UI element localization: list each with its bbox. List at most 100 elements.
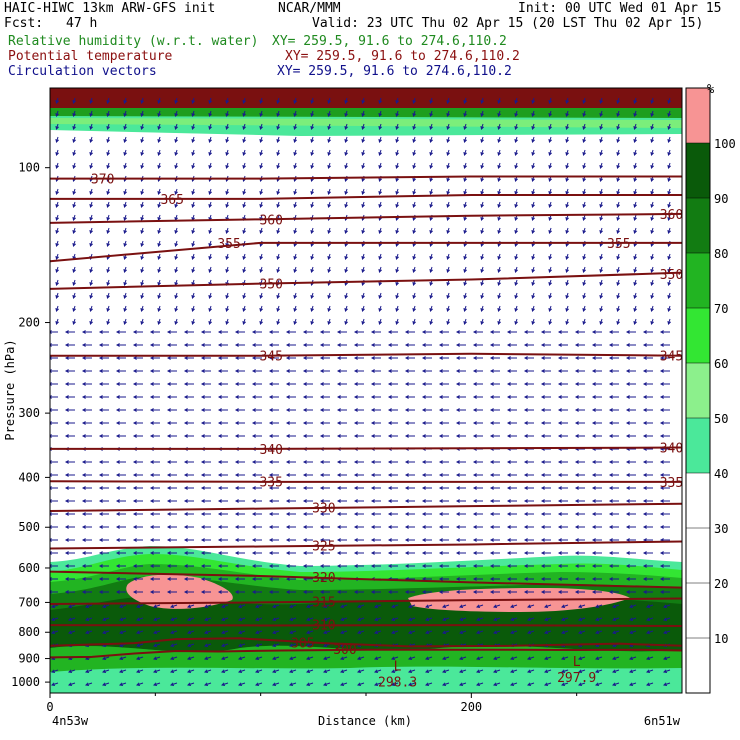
circulation-vector xyxy=(208,292,212,299)
circulation-vector xyxy=(251,460,262,464)
circulation-vector xyxy=(540,330,551,334)
circulation-vector xyxy=(132,512,143,516)
circulation-vector xyxy=(302,499,313,503)
y-axis-label: Pressure (hPa) xyxy=(3,339,17,440)
circulation-vector xyxy=(344,266,348,273)
circulation-vector xyxy=(268,460,279,464)
circulation-vector xyxy=(166,395,177,399)
circulation-vector xyxy=(55,253,59,260)
circulation-vector xyxy=(106,214,110,221)
theta-contour-label: 355 xyxy=(217,237,240,252)
circulation-vector xyxy=(353,434,364,438)
circulation-vector xyxy=(123,292,127,299)
circulation-vector xyxy=(480,305,484,312)
circulation-vector xyxy=(480,136,484,143)
circulation-vector xyxy=(238,682,246,687)
theta-contour-label: 355 xyxy=(607,237,630,252)
circulation-vector xyxy=(446,149,450,156)
circulation-vector xyxy=(506,512,517,516)
circulation-vector xyxy=(472,421,483,425)
circulation-vector xyxy=(64,395,75,399)
circulation-vector xyxy=(472,473,483,477)
circulation-vector xyxy=(166,369,177,373)
circulation-vector xyxy=(123,266,127,273)
circulation-vector xyxy=(374,682,382,687)
circulation-vector xyxy=(51,604,59,609)
circulation-vector xyxy=(650,123,654,130)
circulation-vector xyxy=(544,630,552,635)
circulation-vector xyxy=(102,669,110,674)
colorbar-swatch xyxy=(686,143,710,198)
circulation-vector xyxy=(102,630,110,635)
circulation-vector xyxy=(514,227,518,234)
circulation-vector xyxy=(217,577,228,581)
colorbar-label: 80 xyxy=(714,247,728,261)
circulation-vector xyxy=(174,97,178,104)
circulation-vector xyxy=(225,227,229,234)
circulation-vector xyxy=(421,564,432,568)
circulation-vector xyxy=(242,149,246,156)
circulation-vector xyxy=(480,318,484,325)
circulation-vector xyxy=(455,512,466,516)
init-time: Init: 00 UTC Wed 01 Apr 15 xyxy=(518,1,722,16)
circulation-vector xyxy=(106,318,110,325)
circulation-vector xyxy=(463,279,467,286)
circulation-vector xyxy=(191,266,195,273)
circulation-vector xyxy=(221,617,229,622)
circulation-vector xyxy=(89,123,93,130)
circulation-vector xyxy=(438,551,449,555)
circulation-vector xyxy=(370,564,381,568)
circulation-vector xyxy=(544,604,552,609)
circulation-vector xyxy=(319,551,330,555)
circulation-vector xyxy=(646,682,654,687)
circulation-vector xyxy=(327,110,331,117)
circulation-vector xyxy=(387,369,398,373)
circulation-vector xyxy=(476,630,484,635)
circulation-vector xyxy=(72,123,76,130)
circulation-vector xyxy=(387,564,398,568)
circulation-vector xyxy=(476,669,484,674)
circulation-vector xyxy=(591,564,602,568)
theta-contour-335 xyxy=(50,480,682,483)
circulation-vector xyxy=(242,227,246,234)
circulation-vector xyxy=(361,123,365,130)
circulation-vector xyxy=(200,369,211,373)
circulation-vector xyxy=(370,369,381,373)
circulation-vector xyxy=(183,356,194,360)
circulation-vector xyxy=(408,682,416,687)
circulation-vector xyxy=(285,538,296,542)
circulation-vector xyxy=(234,525,245,529)
circulation-vector xyxy=(98,577,109,581)
circulation-vector xyxy=(506,473,517,477)
circulation-vector xyxy=(361,227,365,234)
circulation-vector xyxy=(599,266,603,273)
circulation-vector xyxy=(276,266,280,273)
circulation-vector xyxy=(259,305,263,312)
circulation-vector xyxy=(208,123,212,130)
circulation-vector xyxy=(421,343,432,347)
circulation-vector xyxy=(68,682,76,687)
circulation-vector xyxy=(548,162,552,169)
circulation-vector xyxy=(242,97,246,104)
circulation-vector xyxy=(578,682,586,687)
circulation-vector xyxy=(387,408,398,412)
circulation-vector xyxy=(582,201,586,208)
circulation-vector xyxy=(421,460,432,464)
circulation-vector xyxy=(272,656,280,661)
circulation-vector xyxy=(251,538,262,542)
circulation-vector xyxy=(166,499,177,503)
circulation-vector xyxy=(255,643,263,648)
circulation-vector xyxy=(540,564,551,568)
circulation-vector xyxy=(421,525,432,529)
circulation-vector xyxy=(132,343,143,347)
theta-contour-370 xyxy=(50,175,682,180)
circulation-vector xyxy=(574,499,585,503)
circulation-vector xyxy=(608,408,619,412)
circulation-vector xyxy=(455,356,466,360)
circulation-vector xyxy=(81,590,92,594)
circulation-vector xyxy=(132,538,143,542)
circulation-vector xyxy=(132,421,143,425)
circulation-vector xyxy=(289,656,297,661)
circulation-vector xyxy=(642,382,653,386)
theta-contour-label: 305 xyxy=(291,636,314,651)
